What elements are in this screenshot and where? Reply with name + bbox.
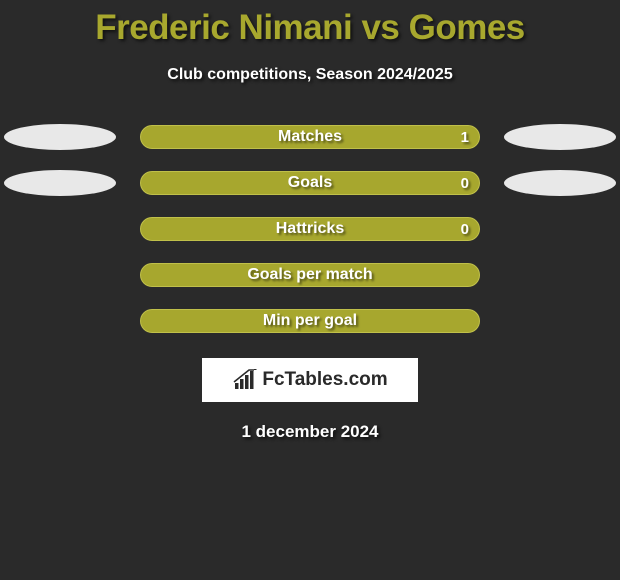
chart-icon — [232, 369, 258, 391]
stat-bar: Min per goal — [140, 309, 480, 333]
stat-row-hattricks: Hattricks 0 — [0, 216, 620, 262]
fctables-logo[interactable]: FcTables.com — [202, 358, 418, 402]
stat-bar: Goals 0 — [140, 171, 480, 195]
date-label: 1 december 2024 — [0, 422, 620, 442]
stat-row-goals-per-match: Goals per match — [0, 262, 620, 308]
page-title: Frederic Nimani vs Gomes — [0, 0, 620, 48]
subtitle: Club competitions, Season 2024/2025 — [0, 66, 620, 84]
player-left-indicator — [4, 170, 116, 196]
stat-label: Matches — [278, 128, 342, 146]
stat-value: 0 — [461, 175, 469, 192]
stat-row-goals: Goals 0 — [0, 170, 620, 216]
stat-value: 0 — [461, 221, 469, 238]
stat-bar: Goals per match — [140, 263, 480, 287]
stat-label: Goals — [288, 174, 332, 192]
player-right-indicator — [504, 124, 616, 150]
stat-row-min-per-goal: Min per goal — [0, 308, 620, 354]
stat-bar: Matches 1 — [140, 125, 480, 149]
stat-bar: Hattricks 0 — [140, 217, 480, 241]
stat-label: Hattricks — [276, 220, 344, 238]
player-left-indicator — [4, 124, 116, 150]
stat-value: 1 — [461, 129, 469, 146]
stat-row-matches: Matches 1 — [0, 124, 620, 170]
logo-text: FcTables.com — [262, 369, 387, 391]
player-right-indicator — [504, 170, 616, 196]
stat-label: Goals per match — [247, 266, 372, 284]
stats-rows: Matches 1 Goals 0 Hattricks 0 Goals per … — [0, 124, 620, 354]
stat-label: Min per goal — [263, 312, 357, 330]
